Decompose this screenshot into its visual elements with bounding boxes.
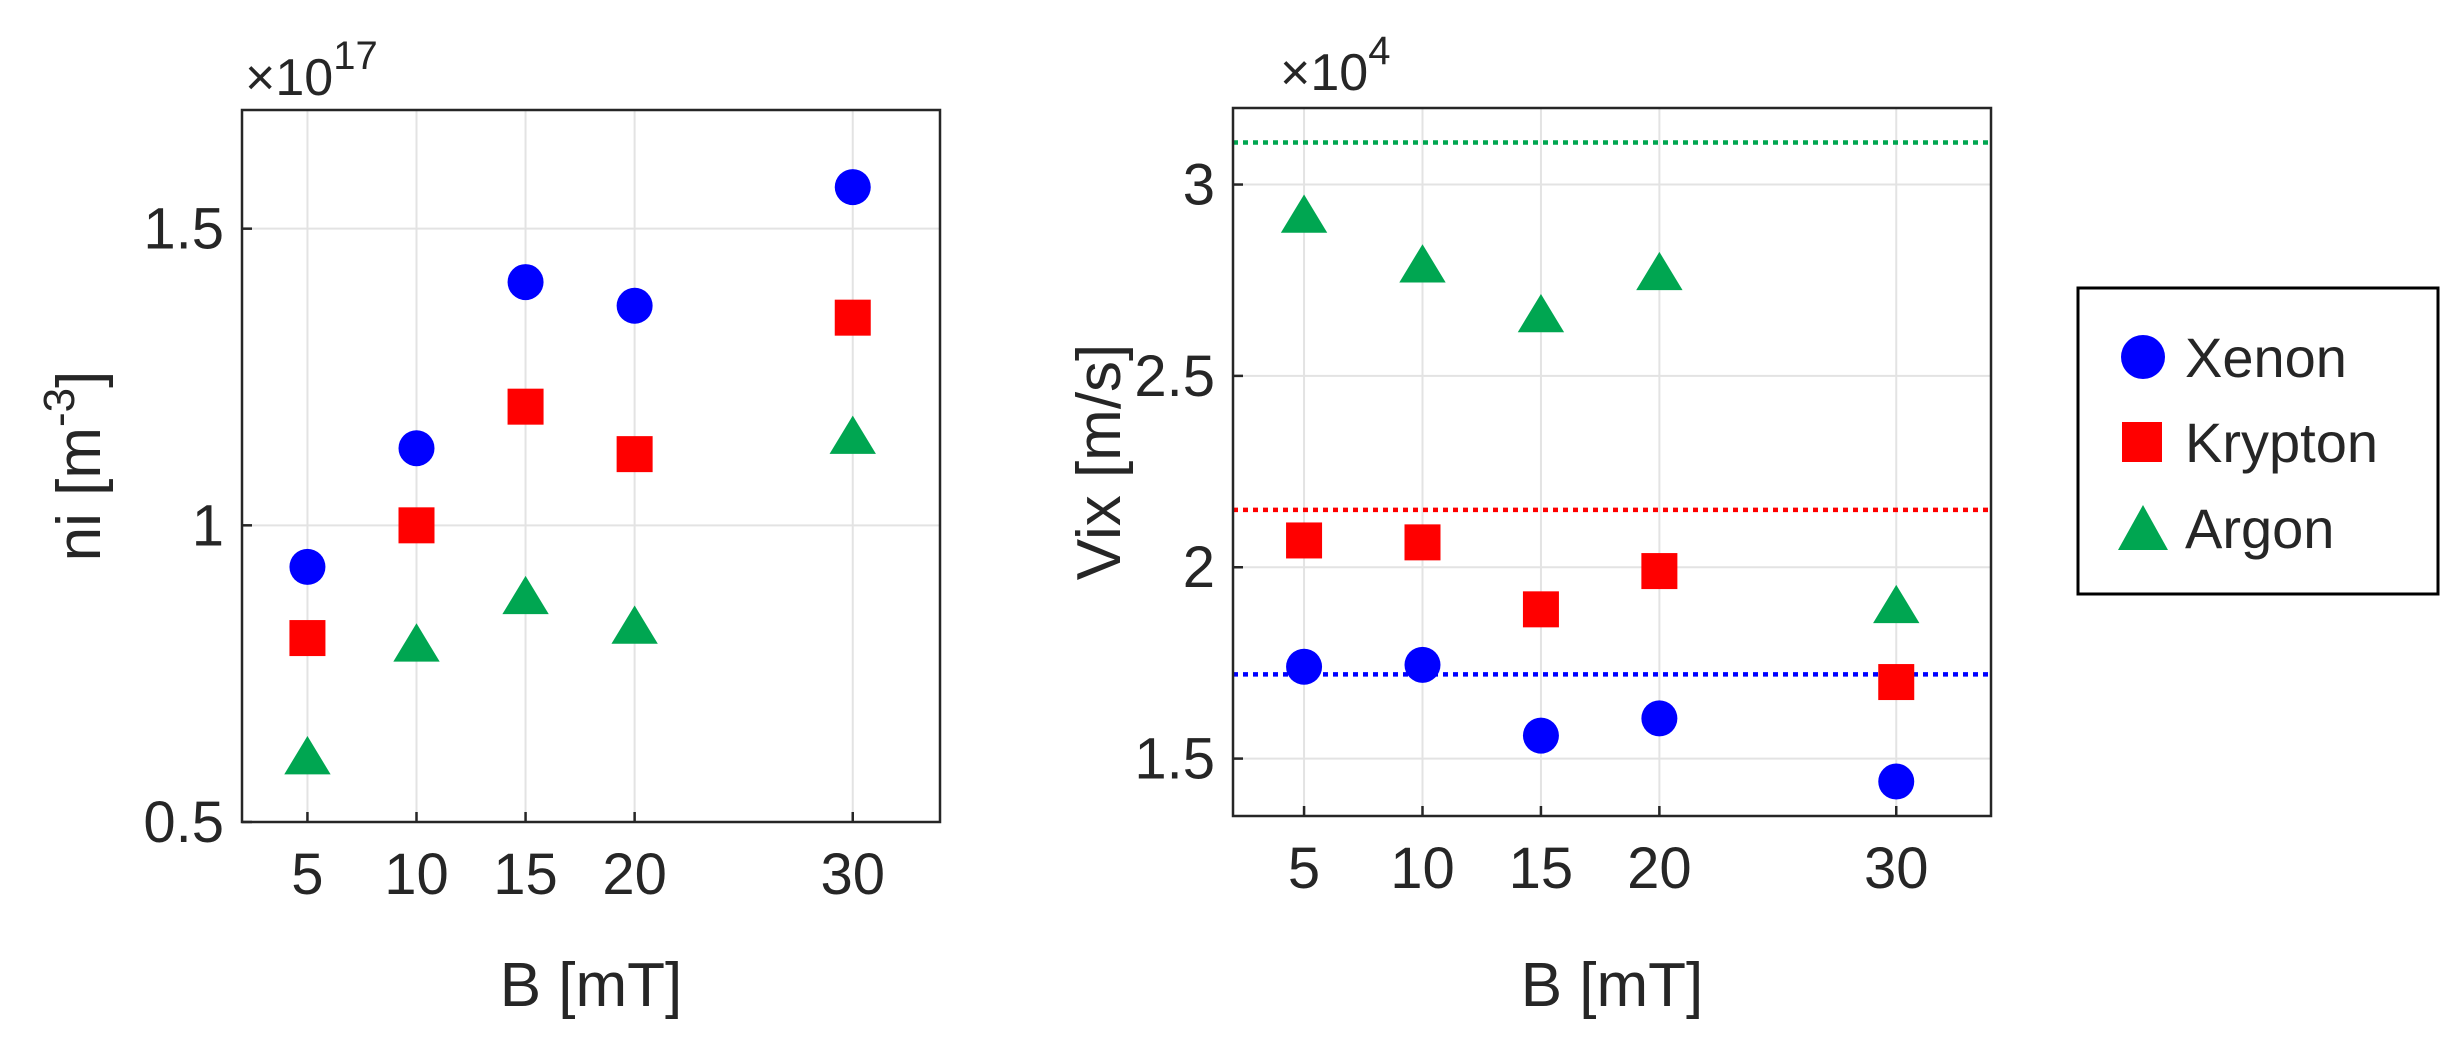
data-point-argon bbox=[284, 736, 331, 775]
left-x-tick-label: 20 bbox=[602, 842, 667, 907]
left-ticks: 5 10 15 20 30 0.5 1 1.5 bbox=[143, 197, 885, 907]
data-point-krypton bbox=[507, 388, 544, 425]
data-point-krypton bbox=[289, 620, 326, 657]
data-point-argon bbox=[1517, 293, 1565, 333]
left-x-tick-label: 30 bbox=[820, 842, 885, 907]
data-point-xenon bbox=[507, 264, 544, 301]
right-y-tick-label: 1.5 bbox=[1134, 727, 1215, 792]
data-point-krypton bbox=[834, 299, 871, 336]
right-data-points bbox=[1280, 194, 1920, 800]
data-point-xenon bbox=[1286, 648, 1323, 685]
right-reference-lines bbox=[1233, 140, 1991, 677]
right-y-tick-label: 3 bbox=[1183, 153, 1215, 218]
data-point-argon bbox=[1873, 584, 1920, 624]
data-point-krypton bbox=[1878, 664, 1915, 701]
right-grid bbox=[1233, 108, 1991, 816]
data-point-argon bbox=[1636, 251, 1683, 291]
data-point-krypton bbox=[398, 507, 435, 544]
legend-entry-krypton: Krypton bbox=[2122, 411, 2378, 474]
legend-marker-krypton bbox=[2122, 422, 2162, 462]
left-y-tick-label: 0.5 bbox=[143, 790, 224, 855]
right-x-tick-label: 15 bbox=[1509, 836, 1574, 901]
data-point-xenon bbox=[1878, 763, 1915, 800]
data-point-krypton bbox=[1286, 522, 1323, 559]
data-point-xenon bbox=[1404, 646, 1441, 683]
right-multiplier: ×104 bbox=[1280, 29, 1390, 102]
left-y-axis-label: ni [m-3] bbox=[35, 371, 114, 562]
right-x-tick-label: 10 bbox=[1390, 836, 1455, 901]
legend-entry-xenon: Xenon bbox=[2121, 326, 2347, 389]
right-y-tick-label: 2 bbox=[1183, 535, 1215, 600]
left-axes-frame bbox=[240, 108, 942, 824]
right-y-tick-label: 2.5 bbox=[1134, 344, 1215, 409]
legend-entry-argon: Argon bbox=[2118, 497, 2334, 560]
data-point-krypton bbox=[616, 436, 653, 473]
left-x-tick-label: 15 bbox=[493, 842, 558, 907]
right-y-axis-label: Vix [m/s] bbox=[1065, 344, 1134, 581]
left-x-tick-label: 5 bbox=[291, 842, 323, 907]
data-point-krypton bbox=[1641, 553, 1678, 590]
data-point-krypton bbox=[1522, 591, 1559, 628]
data-point-argon bbox=[829, 415, 876, 454]
right-axes-frame bbox=[1231, 106, 1993, 818]
data-point-argon bbox=[1399, 244, 1446, 283]
legend-label-krypton: Krypton bbox=[2185, 411, 2378, 474]
right-panel-vix: 5 10 15 20 30 1.5 2 2.5 3 ×104 B [mT] Vix [m/s] bbox=[1065, 29, 1993, 1020]
right-x-tick-label: 5 bbox=[1288, 836, 1320, 901]
right-x-tick-label: 20 bbox=[1627, 836, 1692, 901]
data-point-argon bbox=[393, 623, 440, 662]
right-ticks: 5 10 15 20 30 1.5 2 2.5 3 bbox=[1134, 153, 1928, 901]
left-x-axis-label: B [mT] bbox=[500, 951, 683, 1020]
data-point-argon bbox=[502, 575, 549, 615]
data-point-argon bbox=[611, 605, 658, 644]
data-point-xenon bbox=[616, 287, 653, 324]
legend-marker-argon bbox=[2118, 505, 2168, 550]
data-point-xenon bbox=[398, 430, 435, 467]
right-x-tick-label: 30 bbox=[1864, 836, 1929, 901]
left-data-points bbox=[284, 169, 876, 775]
left-y-tick-label: 1 bbox=[192, 493, 224, 558]
data-point-xenon bbox=[1522, 717, 1559, 754]
data-point-krypton bbox=[1404, 524, 1441, 561]
left-panel-ni: 5 10 15 20 30 0.5 1 1.5 ×1017 B [mT] ni [m-3] bbox=[35, 34, 942, 1020]
legend-label-argon: Argon bbox=[2185, 497, 2334, 560]
data-point-argon bbox=[1280, 194, 1328, 233]
legend-marker-xenon bbox=[2121, 335, 2165, 379]
legend: Xenon Krypton Argon bbox=[2076, 286, 2440, 596]
data-point-xenon bbox=[1641, 700, 1678, 737]
right-x-axis-label: B [mT] bbox=[1521, 951, 1704, 1020]
left-y-tick-label: 1.5 bbox=[143, 197, 224, 262]
left-multiplier: ×1017 bbox=[245, 34, 378, 107]
data-point-xenon bbox=[834, 169, 871, 206]
data-point-xenon bbox=[289, 548, 326, 585]
left-grid bbox=[242, 110, 940, 823]
legend-label-xenon: Xenon bbox=[2185, 326, 2347, 389]
left-x-tick-label: 10 bbox=[384, 842, 449, 907]
